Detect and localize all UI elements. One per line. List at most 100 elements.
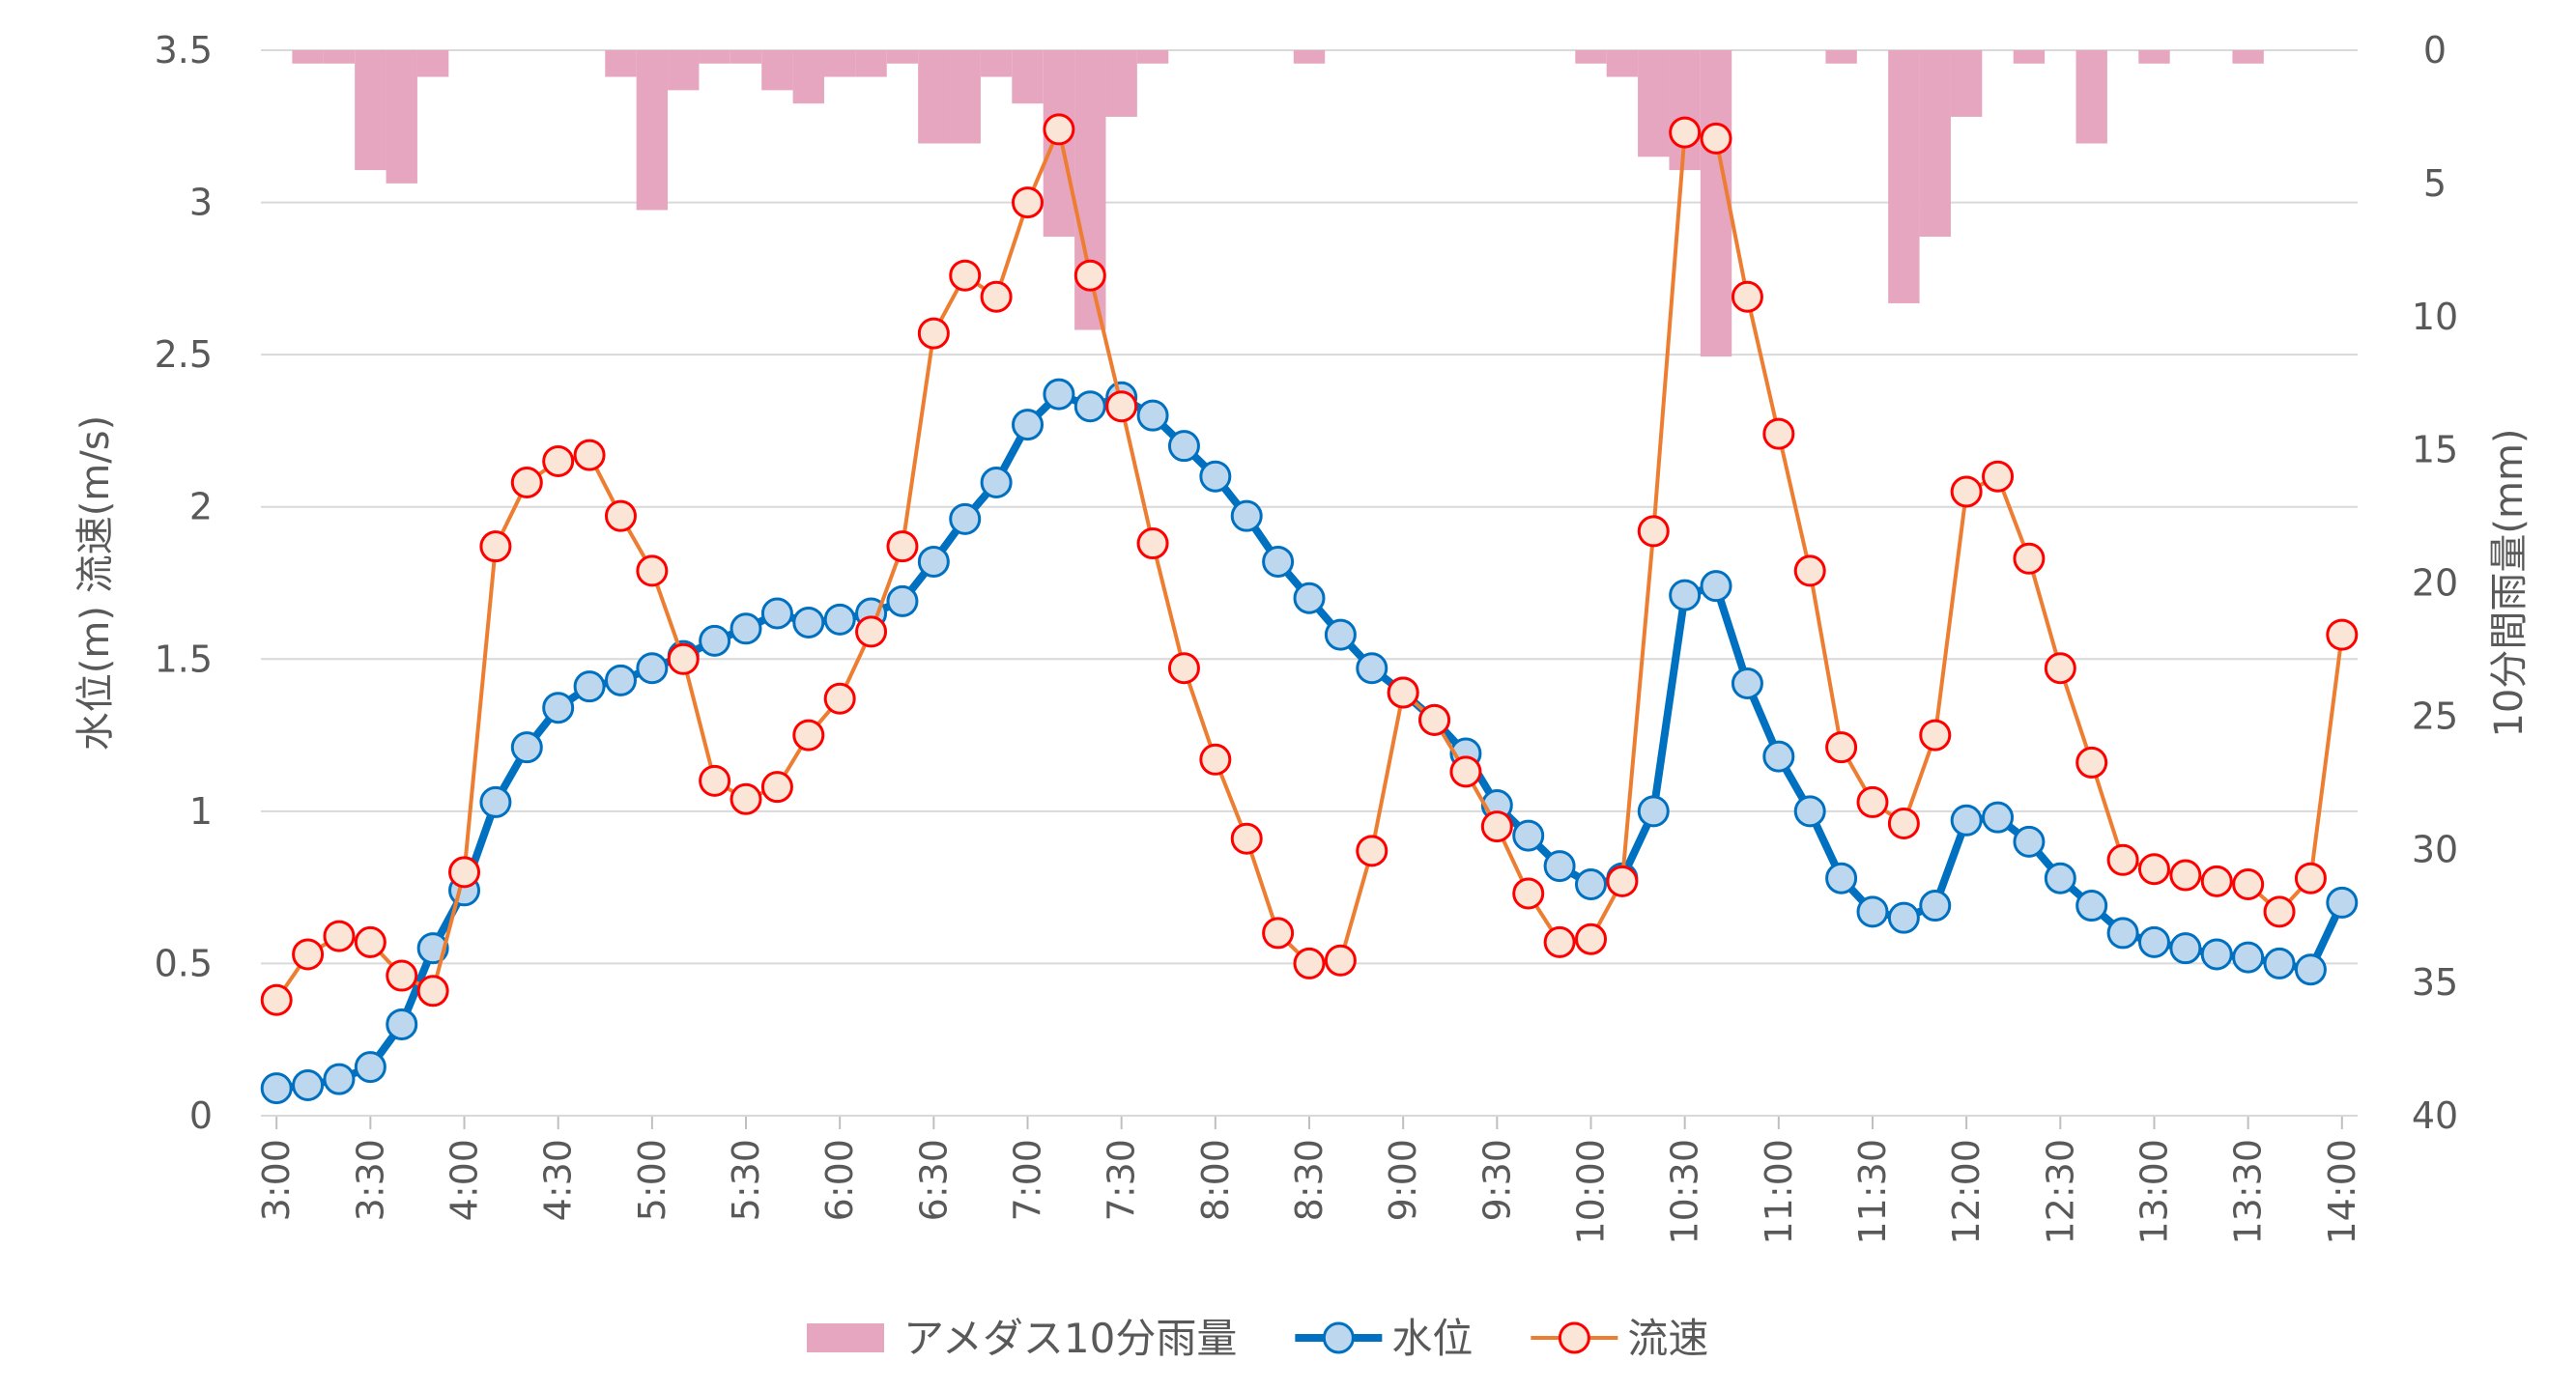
water-level-point	[636, 652, 669, 685]
flow-speed-point	[855, 615, 888, 648]
rain-bar	[1606, 50, 1639, 77]
x-tick-label: 6:00	[818, 1139, 861, 1221]
legend-swatch	[807, 1323, 884, 1352]
flow-speed-point	[1324, 944, 1357, 977]
water-level-point	[2137, 925, 2170, 958]
water-level-point	[604, 664, 637, 696]
flow-speed-point	[1480, 810, 1513, 843]
water-level-point	[2326, 886, 2359, 919]
water-level-point	[1043, 378, 1075, 411]
rain-bar	[2075, 50, 2107, 144]
water-level-point	[917, 545, 950, 578]
x-tick-label: 8:30	[1288, 1139, 1331, 1221]
flow-speed-point	[823, 682, 856, 715]
rain-bar	[918, 50, 950, 144]
x-tick-label: 7:00	[1007, 1139, 1049, 1221]
flow-speed-point	[1012, 186, 1045, 219]
water-level-point	[323, 1063, 356, 1095]
rain-bar	[1012, 50, 1044, 104]
rain-bar	[886, 50, 919, 64]
rain-bar	[292, 50, 324, 64]
x-tick-label: 12:00	[1945, 1139, 1988, 1245]
flow-speed-point	[636, 554, 669, 587]
left-tick-label: 2.5	[155, 333, 213, 376]
flow-speed-point	[1637, 515, 1670, 548]
x-tick-label: 5:00	[631, 1139, 673, 1221]
x-tick-label: 10:00	[1569, 1139, 1612, 1245]
left-tick-label: 1.5	[155, 638, 213, 680]
water-level-point	[980, 467, 1013, 499]
flow-speed-point	[1825, 731, 1858, 764]
x-tick-label: 3:30	[349, 1139, 391, 1221]
rain-bar	[855, 50, 887, 77]
flow-speed-point	[573, 439, 606, 471]
water-level-point	[792, 606, 825, 639]
x-tick-label: 12:30	[2039, 1139, 2081, 1245]
water-level-point	[1669, 579, 1702, 611]
water-level-point	[2200, 938, 2233, 971]
flow-speed-point	[1073, 259, 1106, 292]
water-level-point	[1356, 652, 1388, 685]
flow-speed-point	[1293, 947, 1326, 979]
water-level-point	[1700, 570, 1732, 603]
right-tick-label: 20	[2412, 562, 2458, 605]
flow-speed-point	[354, 925, 386, 958]
x-tick-label: 4:30	[537, 1139, 580, 1221]
legend-swatch-marker	[1558, 1321, 1590, 1354]
water-level-point	[510, 731, 543, 764]
right-tick-label: 0	[2423, 29, 2447, 71]
left-tick-label: 1	[189, 790, 213, 833]
x-tick-label: 10:30	[1664, 1139, 1706, 1245]
flow-speed-point	[886, 530, 919, 563]
water-level-point	[1230, 499, 1263, 532]
left-tick-label: 0	[189, 1094, 213, 1137]
flow-speed-point	[1731, 280, 1763, 313]
flow-speed-series	[260, 113, 2359, 1016]
rain-bar	[1825, 50, 1857, 64]
water-level-point	[1793, 795, 1826, 828]
right-tick-label: 40	[2412, 1094, 2458, 1137]
rain-bar	[1700, 50, 1732, 357]
rain-bar	[2232, 50, 2264, 64]
water-level-point	[1887, 901, 1920, 934]
flow-speed-point	[1167, 652, 1200, 685]
water-level-point	[1262, 545, 1295, 578]
rain-bar	[2013, 50, 2046, 64]
rain-bar	[792, 50, 824, 104]
flow-speed-point	[980, 280, 1013, 313]
water-level-point	[1012, 409, 1045, 441]
flow-speed-point	[1199, 743, 1232, 776]
left-axis-ticks: 0 0.5 1 1.5 2 2.5 3 3.5	[155, 29, 213, 1137]
rain-bar	[823, 50, 856, 77]
water-level-point	[542, 692, 575, 724]
flow-speed-point	[2200, 865, 2233, 897]
flow-speed-point	[2326, 618, 2359, 651]
legend-item-water-level: 水位	[1295, 1315, 1473, 1362]
flow-speed-point	[510, 467, 543, 499]
right-tick-label: 15	[2412, 429, 2458, 471]
flow-speed-point	[1230, 822, 1263, 855]
water-level-point	[886, 584, 919, 617]
rain-bar	[605, 50, 637, 77]
water-level-point	[416, 932, 449, 965]
flow-speed-point	[1606, 865, 1639, 897]
flow-speed-point	[1512, 877, 1545, 910]
x-tick-label: 3:00	[255, 1139, 298, 1221]
rain-bar	[1575, 50, 1607, 64]
flow-speed-point	[2106, 843, 2139, 876]
rain-bar	[1638, 50, 1670, 157]
flow-speed-point	[448, 856, 481, 889]
right-tick-label: 5	[2423, 162, 2447, 205]
flow-speed-point	[1043, 113, 1075, 146]
water-level-point	[1199, 460, 1232, 493]
flow-speed-point	[1574, 923, 1607, 955]
water-level-point	[2169, 932, 2202, 965]
right-tick-label: 30	[2412, 828, 2458, 870]
flow-speed-point	[2013, 542, 2046, 575]
water-level-point	[1982, 801, 2015, 834]
flow-speed-point	[1262, 917, 1295, 950]
left-tick-label: 0.5	[155, 942, 213, 984]
rain-bar	[1950, 50, 1983, 117]
rain-bar	[386, 50, 417, 184]
